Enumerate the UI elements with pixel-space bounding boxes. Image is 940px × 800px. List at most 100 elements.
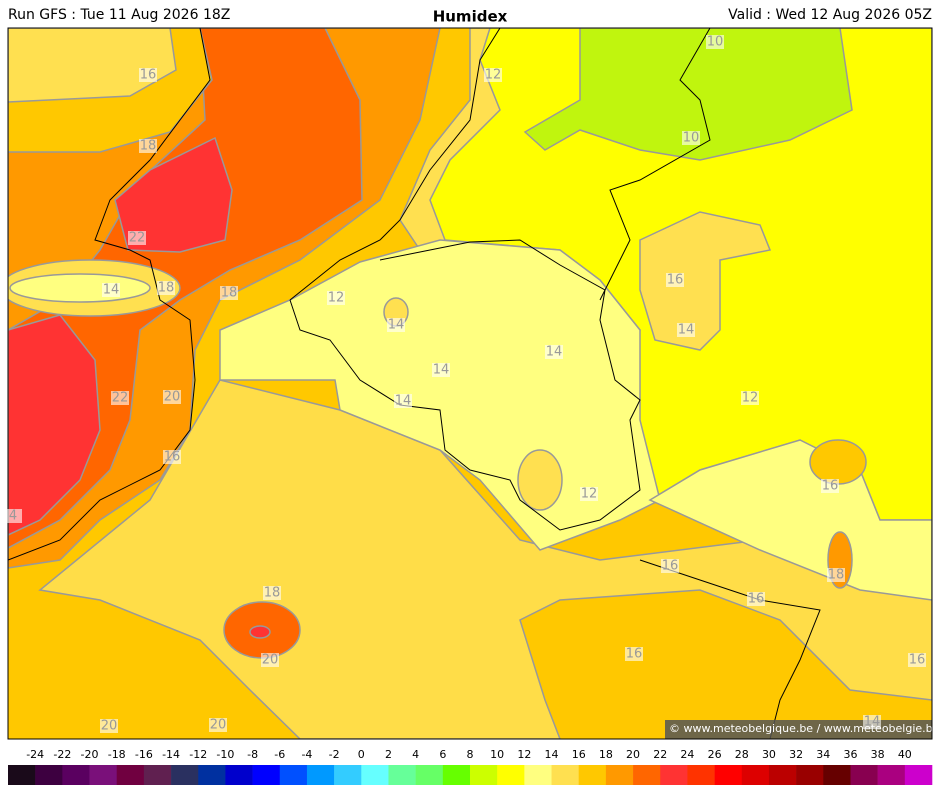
contour-label: 14	[546, 345, 563, 360]
contour-label: 16	[822, 479, 839, 494]
colorbar-swatch	[198, 765, 226, 785]
zone-18-east	[809, 439, 867, 485]
contour-label-bg	[220, 286, 238, 300]
colorbar-swatch	[306, 765, 335, 785]
colorbar-tick-label: 6	[439, 748, 446, 761]
zone-14-strip	[9, 273, 151, 303]
colorbar-swatch	[470, 765, 498, 785]
colorbar-swatch	[605, 765, 634, 785]
colorbar-tick-label: 26	[708, 748, 722, 761]
colorbar-tick-label: 18	[599, 748, 613, 761]
colorbar-swatch	[823, 765, 851, 785]
contour-labels: 16 18 22 14 18 18 12 14 14 14 14 12 10 10 16 14 12 22 20 16…	[4, 35, 926, 734]
contour-label: 14	[433, 363, 450, 378]
zone-10	[523, 28, 853, 161]
colorbar-tick-label: 14	[545, 748, 559, 761]
contour-label-bg	[706, 35, 724, 49]
contour-label-bg	[821, 479, 839, 493]
map: © www.meteobelgique.be / www.meteobelgie…	[8, 28, 932, 739]
colorbar-tick-label: -8	[247, 748, 258, 761]
contour-label-bg	[163, 390, 181, 404]
colorbar-tick-label: 12	[517, 748, 531, 761]
contour-label: 16	[909, 653, 926, 668]
contour-label: 18	[828, 568, 845, 583]
contour-label-bg	[111, 391, 129, 405]
colorbar-swatch	[497, 765, 525, 785]
contour-label: 20	[101, 719, 118, 734]
colorbar-swatch	[687, 765, 715, 785]
contour-label-bg	[661, 559, 679, 573]
colorbar-tick-label: 10	[490, 748, 504, 761]
border-south	[639, 559, 821, 739]
colorbar-tick-label: -20	[81, 748, 99, 761]
colorbar-swatch	[62, 765, 90, 785]
colorbar-tick-label: -12	[189, 748, 207, 761]
contour-label: 16	[626, 647, 643, 662]
colorbar-swatch	[714, 765, 743, 785]
colorbar-swatch	[904, 765, 933, 785]
border-east	[599, 28, 711, 301]
colorbar-swatch	[442, 765, 471, 785]
colorbar-swatch	[660, 765, 688, 785]
contour-label: 14	[103, 283, 120, 298]
colorbar-tick-label: -6	[274, 748, 285, 761]
colorbar-tick-label: 36	[843, 748, 857, 761]
colorbar-tick-label: 4	[412, 748, 419, 761]
colorbar-swatch	[252, 765, 281, 785]
zone-16-east	[639, 211, 772, 351]
contour-label: 18	[158, 281, 175, 296]
colorbar-tick-label: -18	[108, 748, 126, 761]
colorbar-swatch	[116, 765, 145, 785]
contour-label: 16	[667, 273, 684, 288]
colorbar-swatch	[225, 765, 253, 785]
contour-label: 4	[9, 509, 17, 524]
colorbar-tick-label: -4	[301, 748, 312, 761]
colorbar-swatch	[551, 765, 580, 785]
contour-label: 22	[129, 231, 146, 246]
contour-label-bg	[128, 231, 146, 245]
colorbar-tick-label: -22	[53, 748, 71, 761]
contour-label-bg	[625, 647, 643, 661]
colorbar-swatch	[741, 765, 770, 785]
colorbar-tick-label: 38	[871, 748, 885, 761]
contour-label-bg	[580, 487, 598, 501]
contour-label: 12	[581, 487, 598, 502]
contour-label-bg	[100, 719, 118, 733]
contour-label-bg	[387, 318, 405, 332]
contour-label: 18	[140, 139, 157, 154]
colorbar-swatch	[334, 765, 362, 785]
contour-label: 14	[678, 323, 695, 338]
colorbar-tick-label: 8	[467, 748, 474, 761]
contour-label: 14	[395, 394, 412, 409]
colorbar-swatch	[415, 765, 444, 785]
contour-label-bg	[263, 586, 281, 600]
contour-label: 12	[742, 391, 759, 406]
valid-info: Valid : Wed 12 Aug 2026 05Z	[728, 7, 932, 23]
colorbar-swatch	[143, 765, 172, 785]
contour-label-bg	[682, 131, 700, 145]
contour-label: 12	[485, 68, 502, 83]
contour-label-bg	[139, 139, 157, 153]
colorbar-tick-label: -2	[329, 748, 340, 761]
colorbar-tick-label: 32	[789, 748, 803, 761]
contour-label-bg	[4, 509, 22, 523]
contour-label-bg	[747, 592, 765, 606]
colorbar-tick-label: 2	[385, 748, 392, 761]
zone-16-nw	[8, 28, 177, 103]
contour-label: 16	[748, 592, 765, 607]
colorbar-swatch	[361, 765, 389, 785]
contour-label: 12	[328, 291, 345, 306]
colorbar-swatch	[877, 765, 906, 785]
contour-label: 22	[112, 391, 129, 406]
colorbar-swatch	[633, 765, 661, 785]
contour-label-bg	[327, 291, 345, 305]
colorbar-tick-label: -24	[26, 748, 44, 761]
zone-16-spot2	[517, 449, 563, 511]
contour-label-bg	[741, 391, 759, 405]
contour-label: 10	[683, 131, 700, 146]
border	[289, 239, 641, 531]
colorbar-swatch	[35, 765, 63, 785]
contour-label-bg	[261, 653, 279, 667]
coastline-north	[289, 28, 501, 301]
contour-label: 18	[221, 286, 238, 301]
